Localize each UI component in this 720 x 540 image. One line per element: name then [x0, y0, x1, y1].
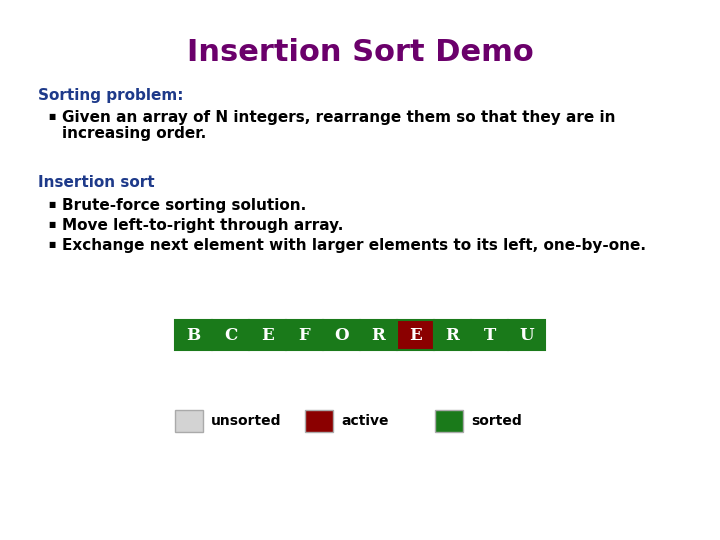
Text: Move left-to-right through array.: Move left-to-right through array. [62, 218, 343, 233]
Text: R: R [446, 327, 459, 343]
FancyBboxPatch shape [434, 320, 471, 350]
Text: sorted: sorted [471, 414, 522, 428]
Text: Insertion sort: Insertion sort [38, 175, 155, 190]
Text: ■: ■ [48, 112, 55, 121]
FancyBboxPatch shape [212, 320, 249, 350]
Text: ■: ■ [48, 240, 55, 249]
FancyBboxPatch shape [175, 320, 212, 350]
Text: Sorting problem:: Sorting problem: [38, 88, 184, 103]
Text: increasing order.: increasing order. [62, 126, 206, 141]
Text: O: O [334, 327, 348, 343]
Text: Insertion Sort Demo: Insertion Sort Demo [186, 38, 534, 67]
FancyBboxPatch shape [249, 320, 286, 350]
Text: E: E [409, 327, 422, 343]
FancyBboxPatch shape [360, 320, 397, 350]
Text: T: T [483, 327, 495, 343]
Text: ■: ■ [48, 200, 55, 209]
FancyBboxPatch shape [286, 320, 323, 350]
FancyBboxPatch shape [323, 320, 360, 350]
Text: Exchange next element with larger elements to its left, one-by-one.: Exchange next element with larger elemen… [62, 238, 646, 253]
Text: E: E [261, 327, 274, 343]
FancyBboxPatch shape [175, 410, 203, 432]
FancyBboxPatch shape [305, 410, 333, 432]
Text: C: C [224, 327, 237, 343]
Text: U: U [519, 327, 534, 343]
Text: Brute-force sorting solution.: Brute-force sorting solution. [62, 198, 306, 213]
Text: R: R [372, 327, 385, 343]
FancyBboxPatch shape [471, 320, 508, 350]
Text: F: F [299, 327, 310, 343]
FancyBboxPatch shape [508, 320, 545, 350]
Text: B: B [186, 327, 201, 343]
Text: unsorted: unsorted [211, 414, 282, 428]
Text: Given an array of N integers, rearrange them so that they are in: Given an array of N integers, rearrange … [62, 110, 616, 125]
Text: ■: ■ [48, 220, 55, 229]
FancyBboxPatch shape [397, 320, 434, 350]
Text: active: active [341, 414, 389, 428]
FancyBboxPatch shape [435, 410, 463, 432]
